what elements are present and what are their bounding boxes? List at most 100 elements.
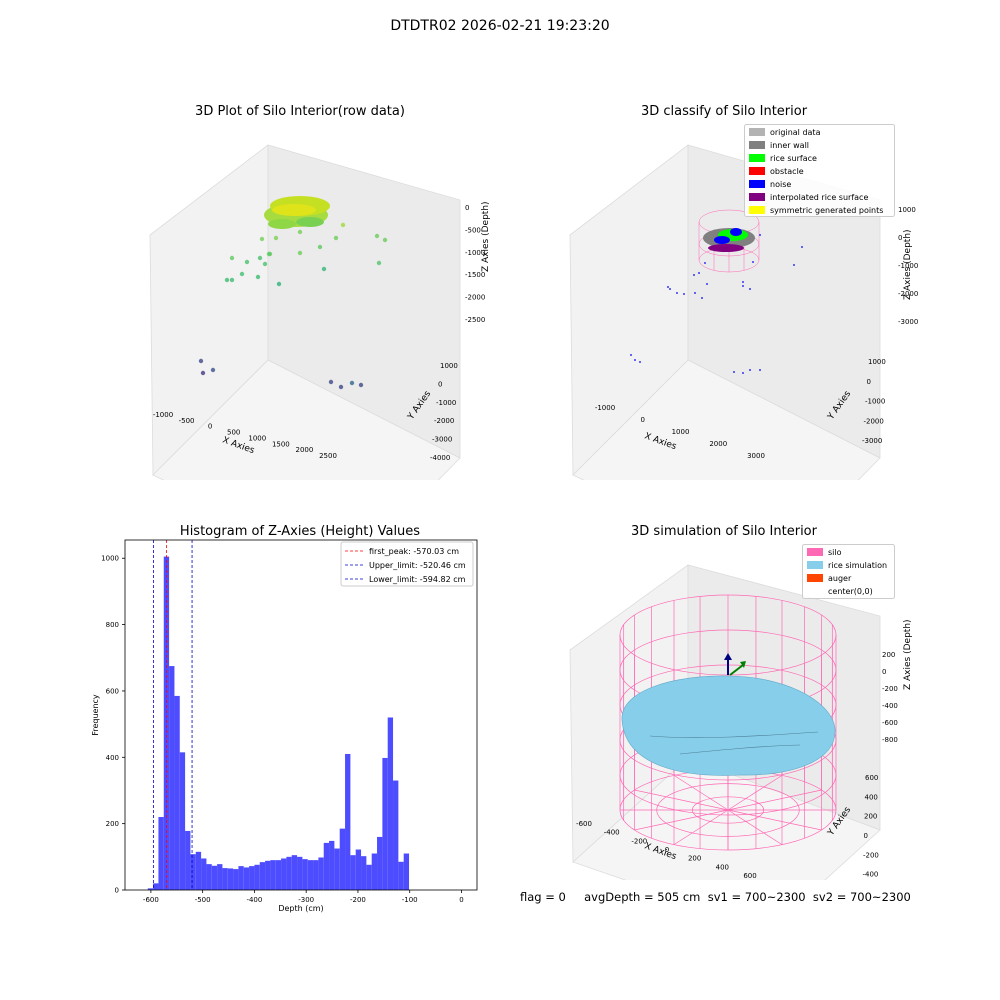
y-tick-label: 600 (865, 774, 878, 782)
histogram-bar (169, 666, 175, 890)
legend-label: auger (828, 574, 852, 583)
data-point (200, 370, 206, 376)
histogram-bar (286, 856, 292, 890)
y-tick-label: 0 (438, 380, 442, 388)
noise-point (704, 262, 706, 264)
histogram-bar (265, 860, 271, 890)
histogram-bar (318, 857, 324, 890)
legend-swatch (749, 141, 765, 149)
y-tick-label: 0 (864, 832, 868, 840)
legend-label: rice surface (770, 154, 817, 163)
histogram-bar (355, 849, 362, 890)
plot-title-classify: 3D classify of Silo Interior (640, 104, 808, 119)
legend-swatch (749, 193, 765, 201)
y-tick-label: -1000 (436, 399, 456, 407)
data-point (259, 236, 265, 242)
x-tick-label: 1500 (272, 440, 290, 448)
x-tick-label: -100 (402, 896, 418, 904)
plot-title-raw: 3D Plot of Silo Interior(row data) (195, 104, 405, 119)
classified-points (703, 228, 755, 252)
noise-point (683, 293, 685, 295)
data-point (224, 277, 230, 283)
histogram-legend: first_peak: -570.03 cm Upper_limit: -520.… (340, 541, 474, 587)
legend-swatch (749, 206, 765, 214)
histogram-bar (243, 867, 250, 890)
silo-floor-spoke (727, 809, 822, 831)
noise-point (749, 369, 751, 371)
x-tick-label: -1000 (153, 411, 173, 419)
histogram-bar (153, 883, 159, 890)
data-point (376, 260, 382, 266)
x-tick-label: 0 (641, 416, 645, 424)
x-tick-label: -600 (576, 820, 592, 828)
legend-label: rice simulation (828, 561, 887, 570)
y-tick-label: 200 (106, 820, 119, 828)
x-axis-label: Depth (cm) (278, 904, 323, 913)
y-tick-label: 1000 (868, 358, 886, 366)
y-tick-label: -2000 (434, 417, 454, 425)
plot-classify-3d: -1000 0 1000 2000 3000 1000 0 -1000 -2000 -3000 10… (569, 144, 918, 480)
histogram-bar (147, 888, 154, 890)
histogram-bar (222, 868, 228, 890)
data-point (328, 379, 334, 385)
z-tick-label: -2500 (465, 316, 485, 324)
histogram-bar (259, 862, 266, 890)
y-tick-label: 0 (115, 887, 119, 895)
y-tick-label: 600 (106, 687, 119, 695)
y-tick-label: 0 (867, 378, 871, 386)
x-tick-label: 0 (208, 423, 212, 431)
x-tick-label: -200 (631, 837, 647, 845)
histogram-bar (227, 868, 234, 890)
legend-label: Lower_limit: -594.82 cm (369, 575, 466, 584)
data-point (210, 367, 216, 373)
histogram-bar (323, 842, 330, 890)
histogram-bar (275, 860, 282, 890)
histogram-bar (313, 860, 319, 890)
data-point (297, 229, 303, 235)
noise-point (742, 372, 744, 374)
data-point (321, 266, 327, 272)
x-tick-label: 2000 (296, 446, 314, 454)
x-tick-label: 3000 (747, 452, 765, 460)
classify-legend: original data inner wall rice surface obsta… (744, 124, 895, 217)
x-tick-label: 1000 (672, 428, 690, 436)
noise-point (742, 281, 744, 283)
legend-label: center(0,0) (828, 587, 873, 596)
histogram-bar (361, 856, 367, 890)
z-tick-label: 0 (898, 234, 902, 242)
data-point (229, 277, 235, 283)
noise-point (801, 246, 803, 248)
silo-floor-spoke (634, 809, 729, 831)
histogram-bar (307, 860, 314, 890)
noise-point (693, 274, 695, 276)
histogram-bar (334, 848, 340, 890)
x-tick-label: -200 (350, 896, 366, 904)
data-point (338, 384, 344, 390)
histogram-bar (190, 854, 196, 890)
silo-floor-spoke (727, 775, 783, 811)
histogram-bar (179, 752, 186, 890)
histogram-bar (403, 853, 410, 890)
x-tick-label: 200 (688, 855, 701, 863)
x-tick-label: -400 (246, 896, 262, 904)
x-tick-label: -500 (195, 896, 211, 904)
noise-point (706, 283, 708, 285)
x-tick-label: 0 (665, 846, 669, 854)
legend-label: Upper_limit: -520.46 cm (369, 561, 466, 570)
histogram-bar (345, 753, 351, 890)
silo-floor-spoke (727, 809, 783, 845)
y-tick-label: 400 (106, 754, 119, 762)
legend-label: original data (770, 128, 821, 137)
histogram-bar (270, 860, 276, 890)
noise-point (701, 297, 703, 299)
data-point (273, 235, 279, 241)
raw-points (198, 222, 388, 390)
silo-floor-spoke (673, 809, 729, 845)
histogram-bar (238, 866, 244, 890)
noise-point (694, 292, 696, 294)
x-tick-label: 1000 (248, 434, 266, 442)
histogram-bar (339, 828, 346, 890)
legend-box (340, 541, 474, 587)
z-tick-label: -3000 (898, 318, 918, 326)
data-point (297, 250, 303, 256)
